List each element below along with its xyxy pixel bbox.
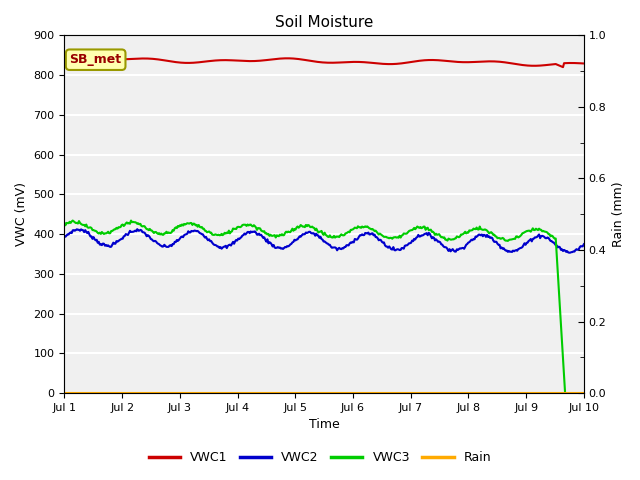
Y-axis label: Rain (mm): Rain (mm) (612, 181, 625, 247)
Text: SB_met: SB_met (70, 53, 122, 66)
X-axis label: Time: Time (308, 419, 339, 432)
Title: Soil Moisture: Soil Moisture (275, 15, 373, 30)
Y-axis label: VWC (mV): VWC (mV) (15, 182, 28, 246)
Legend: VWC1, VWC2, VWC3, Rain: VWC1, VWC2, VWC3, Rain (144, 446, 496, 469)
